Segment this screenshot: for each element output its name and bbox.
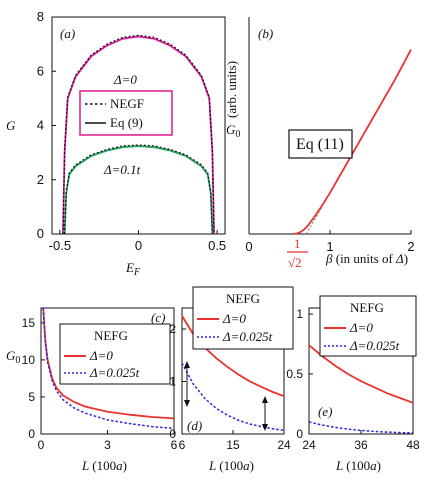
series-a-delta0-negf bbox=[62, 34, 215, 235]
series-b-linear-asymptote bbox=[305, 206, 323, 235]
y-tick-label: 10 bbox=[22, 353, 36, 367]
y-tick-label: 0 bbox=[28, 427, 35, 441]
panel-b-tag: (b) bbox=[258, 26, 273, 41]
x-tick-label: 48 bbox=[406, 438, 420, 452]
panel-b-legend-box bbox=[288, 129, 353, 159]
annotation-delta-0: Δ=0 bbox=[113, 72, 137, 87]
x-tick-label: 1 bbox=[326, 239, 333, 254]
y-tick-label: 8 bbox=[37, 9, 44, 24]
panel-e-xlabel: L (100a) bbox=[335, 458, 381, 473]
y-tick-label: 0.5 bbox=[286, 367, 303, 381]
series-b-eq11 bbox=[293, 49, 412, 235]
x-tick-label: 15 bbox=[226, 438, 240, 452]
x-tick-label: 6 bbox=[171, 438, 178, 452]
y-tick-label: 4 bbox=[37, 118, 44, 133]
y-tick-label: 1 bbox=[169, 375, 176, 389]
panel-a-tag: (a) bbox=[60, 26, 75, 41]
y-tick-label: 2 bbox=[37, 172, 44, 187]
x-tick-label: 3 bbox=[104, 438, 111, 452]
panel-b-ylabel: G0 bbox=[226, 122, 240, 140]
panel-a: (a) -0.5 0 0.5 0 2 4 6 8 G EF Δ=0 Δ=0.1t NEGF E… bbox=[6, 9, 226, 278]
tick-label-inv-sqrt2: 1 √2 bbox=[287, 236, 308, 270]
panel-a-legend-box bbox=[79, 90, 173, 136]
legend-eq11-label: Eq (11) bbox=[296, 136, 344, 153]
panel-e: (e) 24 36 48 0 0.5 1 L (100a) NEFG Δ=0 Δ=0.02… bbox=[286, 295, 420, 473]
panel-a-ylabel: G bbox=[6, 118, 16, 133]
panel-d-legend-red-label: Δ=0 bbox=[222, 311, 246, 326]
x-tick-label: 6 bbox=[179, 438, 186, 452]
series-a-delta01-negf bbox=[64, 144, 213, 235]
panel-e-legend: NEFG Δ=0 Δ=0.025t bbox=[319, 295, 417, 357]
panel-e-legend-red-label: Δ=0 bbox=[349, 320, 373, 335]
panel-b-ylabel-units: (arb. units) bbox=[224, 61, 239, 118]
panel-c-legend-blue-label: Δ=0.025t bbox=[89, 365, 140, 380]
panel-e-legend-title: NEFG bbox=[350, 300, 384, 315]
inv-sqrt2-denominator: √2 bbox=[288, 255, 302, 270]
panel-c-xlabel: L (100a) bbox=[81, 458, 127, 473]
panel-d: (d) 6 15 24 0 1 2 L (100a) NEFG Δ=0 Δ=0.025t bbox=[169, 286, 294, 473]
gap-arrows bbox=[184, 361, 268, 431]
annotation-delta-0.1t: Δ=0.1t bbox=[103, 162, 141, 177]
panel-c-ylabel: G0 bbox=[6, 348, 20, 366]
gap-arrow-left-head-down bbox=[184, 400, 190, 407]
series-d-delta0025t bbox=[181, 362, 285, 432]
series-c-delta0 bbox=[42, 307, 175, 420]
y-tick-label: 1 bbox=[296, 307, 303, 321]
panel-b-xlabel: β (in units of Δ) bbox=[325, 251, 408, 266]
panel-a-legend: NEGF Eq (9) bbox=[79, 90, 173, 136]
panel-c-legend-red-label: Δ=0 bbox=[89, 348, 113, 363]
panel-d-legend-blue-label: Δ=0.025t bbox=[222, 329, 273, 344]
panel-b: (b) (arb. units) G0 0 1 2 Eq (11) 1 √2 β (… bbox=[224, 17, 415, 270]
x-tick-label: 2 bbox=[407, 239, 414, 254]
panel-b-legend: Eq (11) bbox=[288, 129, 353, 159]
series-c-delta0025t bbox=[42, 307, 175, 430]
panel-a-xlabel: EF bbox=[125, 260, 141, 278]
x-tick-label: 0 bbox=[38, 438, 45, 452]
panel-c-tag: (c) bbox=[151, 310, 165, 325]
series-e-delta0025t bbox=[308, 421, 414, 434]
inv-sqrt2-numerator: 1 bbox=[294, 236, 301, 251]
x-tick-label: 0 bbox=[245, 239, 252, 254]
y-tick-label: 0 bbox=[169, 427, 176, 441]
x-tick-label: 36 bbox=[354, 438, 368, 452]
x-tick-label: 0 bbox=[135, 238, 142, 253]
panel-d-legend: NEFG Δ=0 Δ=0.025t bbox=[192, 286, 294, 350]
legend-negf-label: NEGF bbox=[110, 96, 144, 111]
y-tick-label: 2 bbox=[169, 322, 176, 336]
panel-e-legend-blue-label: Δ=0.025t bbox=[349, 338, 400, 353]
gap-arrow-right-head-up bbox=[262, 396, 268, 403]
panel-e-tag: (e) bbox=[318, 404, 332, 419]
panel-d-legend-title: NEFG bbox=[226, 291, 260, 306]
y-tick-label: 5 bbox=[28, 390, 35, 404]
panel-c-legend-box bbox=[59, 323, 171, 385]
legend-eq9-label: Eq (9) bbox=[110, 115, 143, 130]
y-tick-label: 15 bbox=[22, 316, 36, 330]
panel-d-xlabel: L (100a) bbox=[208, 458, 254, 473]
panel-c-legend-title: NEFG bbox=[94, 328, 128, 343]
y-tick-label: 0 bbox=[37, 226, 44, 241]
panel-d-tag: (d) bbox=[187, 418, 202, 433]
x-tick-label: 24 bbox=[277, 438, 291, 452]
x-tick-label: 0.5 bbox=[208, 238, 226, 253]
gap-arrow-right-head-down bbox=[262, 424, 268, 431]
y-tick-label: 0 bbox=[296, 427, 303, 441]
x-tick-label: -0.5 bbox=[49, 238, 71, 253]
series-a-delta01-eq9 bbox=[63, 145, 214, 235]
y-tick-label: 6 bbox=[37, 63, 44, 78]
x-tick-label: 24 bbox=[302, 438, 316, 452]
gap-arrow-left-head-up bbox=[184, 361, 190, 368]
series-e-delta0 bbox=[308, 344, 414, 404]
panel-c-legend: NEFG Δ=0 Δ=0.025t bbox=[59, 323, 171, 385]
